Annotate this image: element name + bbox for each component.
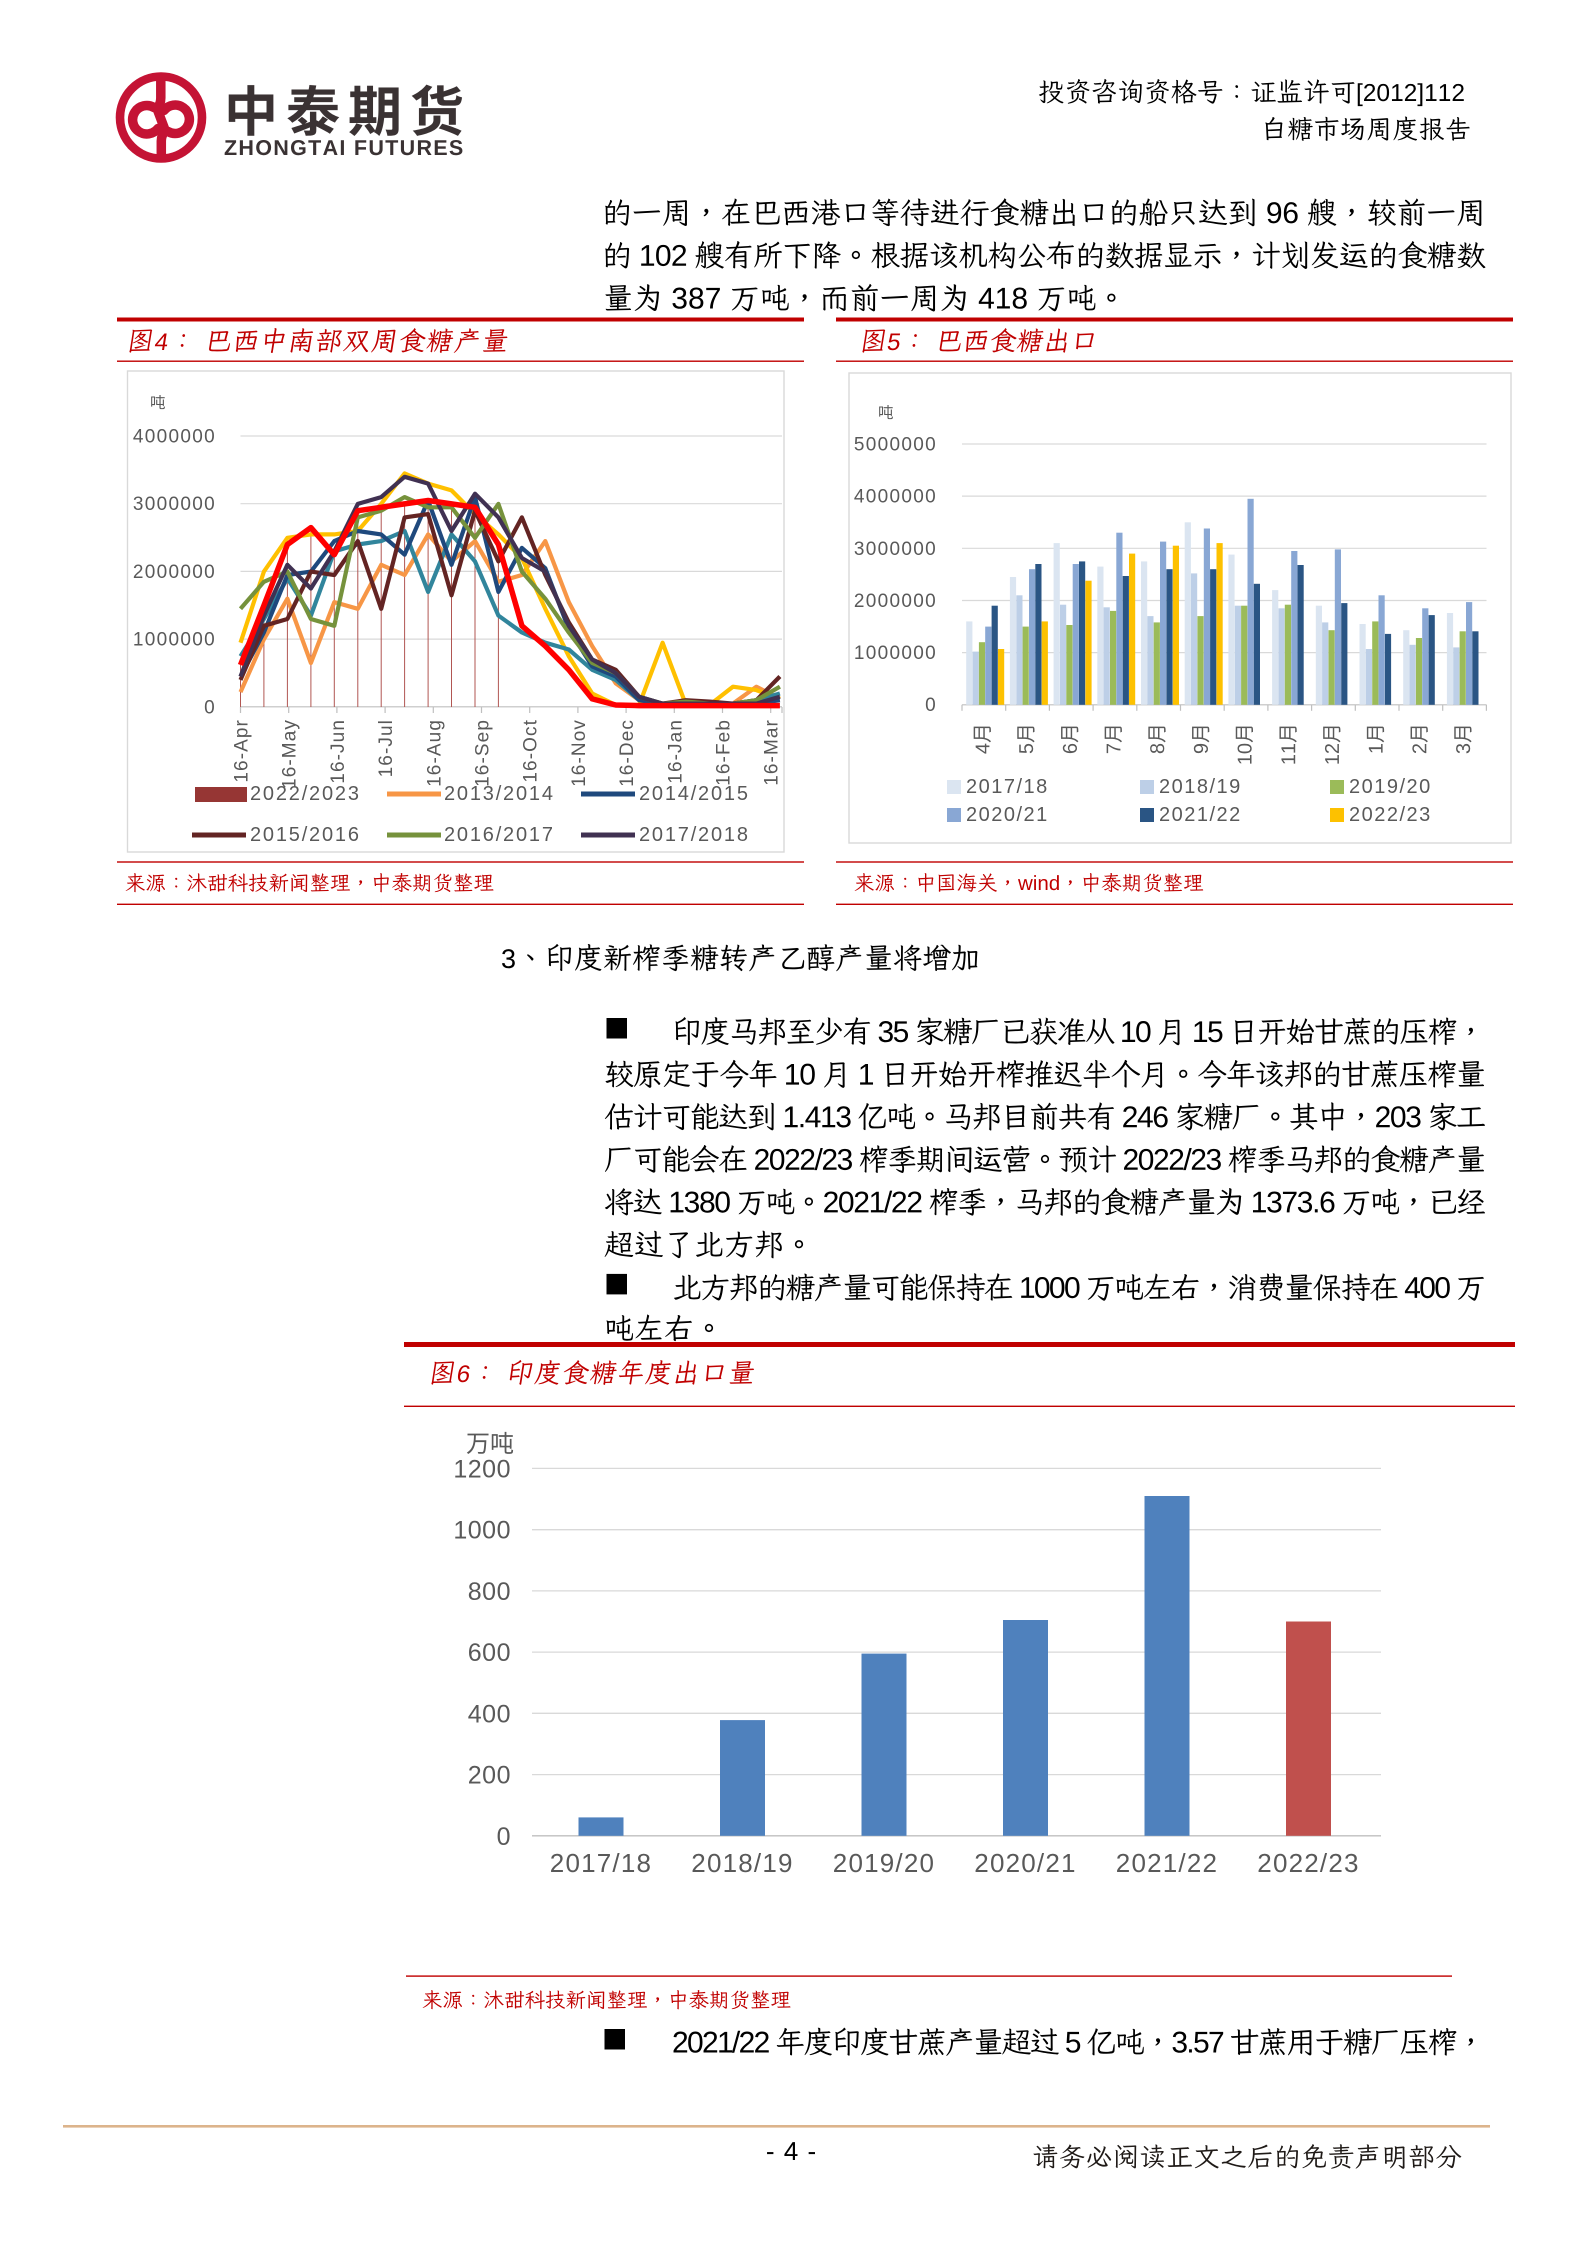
svg-text:1000: 1000 [453, 1517, 511, 1545]
svg-text:4000000: 4000000 [133, 427, 216, 448]
svg-text:2013/2014: 2013/2014 [444, 783, 555, 805]
svg-text:16-Dec: 16-Dec [617, 719, 638, 787]
svg-text:16-May: 16-May [280, 719, 301, 789]
svg-text:0: 0 [925, 695, 937, 716]
svg-text:2021/22: 2021/22 [1116, 1848, 1218, 1878]
svg-text:2016/2017: 2016/2017 [444, 824, 555, 846]
svg-text:4000000: 4000000 [854, 487, 937, 508]
svg-text:16-Aug: 16-Aug [424, 719, 445, 787]
svg-text:600: 600 [468, 1639, 511, 1667]
svg-text:16-Jul: 16-Jul [376, 719, 397, 777]
svg-text:2022/23: 2022/23 [1257, 1848, 1359, 1878]
svg-text:2017/18: 2017/18 [550, 1848, 652, 1878]
svg-text:2019/20: 2019/20 [1349, 776, 1432, 798]
svg-text:2018/19: 2018/19 [1159, 776, 1242, 798]
svg-text:2017/2018: 2017/2018 [639, 824, 750, 846]
svg-text:2000000: 2000000 [133, 562, 216, 583]
svg-text:1000000: 1000000 [133, 630, 216, 651]
svg-text:16-Nov: 16-Nov [569, 719, 590, 787]
svg-text:0: 0 [204, 697, 216, 718]
svg-text:3000000: 3000000 [854, 539, 937, 560]
svg-text:1200: 1200 [453, 1455, 511, 1483]
svg-text:2019/20: 2019/20 [833, 1848, 935, 1878]
svg-text:0: 0 [497, 1823, 511, 1851]
svg-text:2022/2023: 2022/2023 [250, 783, 361, 805]
svg-text:2017/18: 2017/18 [966, 776, 1049, 798]
svg-text:2015/2016: 2015/2016 [250, 824, 361, 846]
svg-text:16-Feb: 16-Feb [714, 719, 735, 786]
svg-text:5000000: 5000000 [854, 435, 937, 456]
svg-text:3000000: 3000000 [133, 494, 216, 515]
svg-text:800: 800 [468, 1578, 511, 1606]
svg-text:200: 200 [468, 1762, 511, 1790]
svg-text:16-Oct: 16-Oct [521, 719, 542, 783]
svg-text:16-Jun: 16-Jun [328, 719, 349, 784]
svg-text:2021/22: 2021/22 [1159, 804, 1242, 826]
svg-text:2020/21: 2020/21 [974, 1848, 1076, 1878]
svg-text:2018/19: 2018/19 [691, 1848, 793, 1878]
svg-text:2022/23: 2022/23 [1349, 804, 1432, 826]
svg-text:16-Sep: 16-Sep [473, 719, 494, 787]
svg-text:16-Apr: 16-Apr [232, 719, 253, 783]
svg-text:2014/2015: 2014/2015 [639, 783, 750, 805]
svg-text:16-Mar: 16-Mar [762, 719, 783, 786]
svg-text:2000000: 2000000 [854, 591, 937, 612]
svg-text:1000000: 1000000 [854, 643, 937, 664]
svg-text:2020/21: 2020/21 [966, 804, 1049, 826]
svg-text:400: 400 [468, 1700, 511, 1728]
svg-text:16-Jan: 16-Jan [665, 719, 686, 784]
